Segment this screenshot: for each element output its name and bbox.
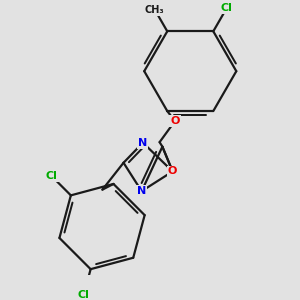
Text: Cl: Cl <box>78 290 90 300</box>
Text: Cl: Cl <box>221 3 233 13</box>
Text: O: O <box>170 116 180 126</box>
Text: O: O <box>168 167 177 176</box>
Text: CH₃: CH₃ <box>145 5 165 15</box>
Text: N: N <box>138 138 148 148</box>
Text: N: N <box>137 186 146 196</box>
Text: Cl: Cl <box>46 171 58 182</box>
